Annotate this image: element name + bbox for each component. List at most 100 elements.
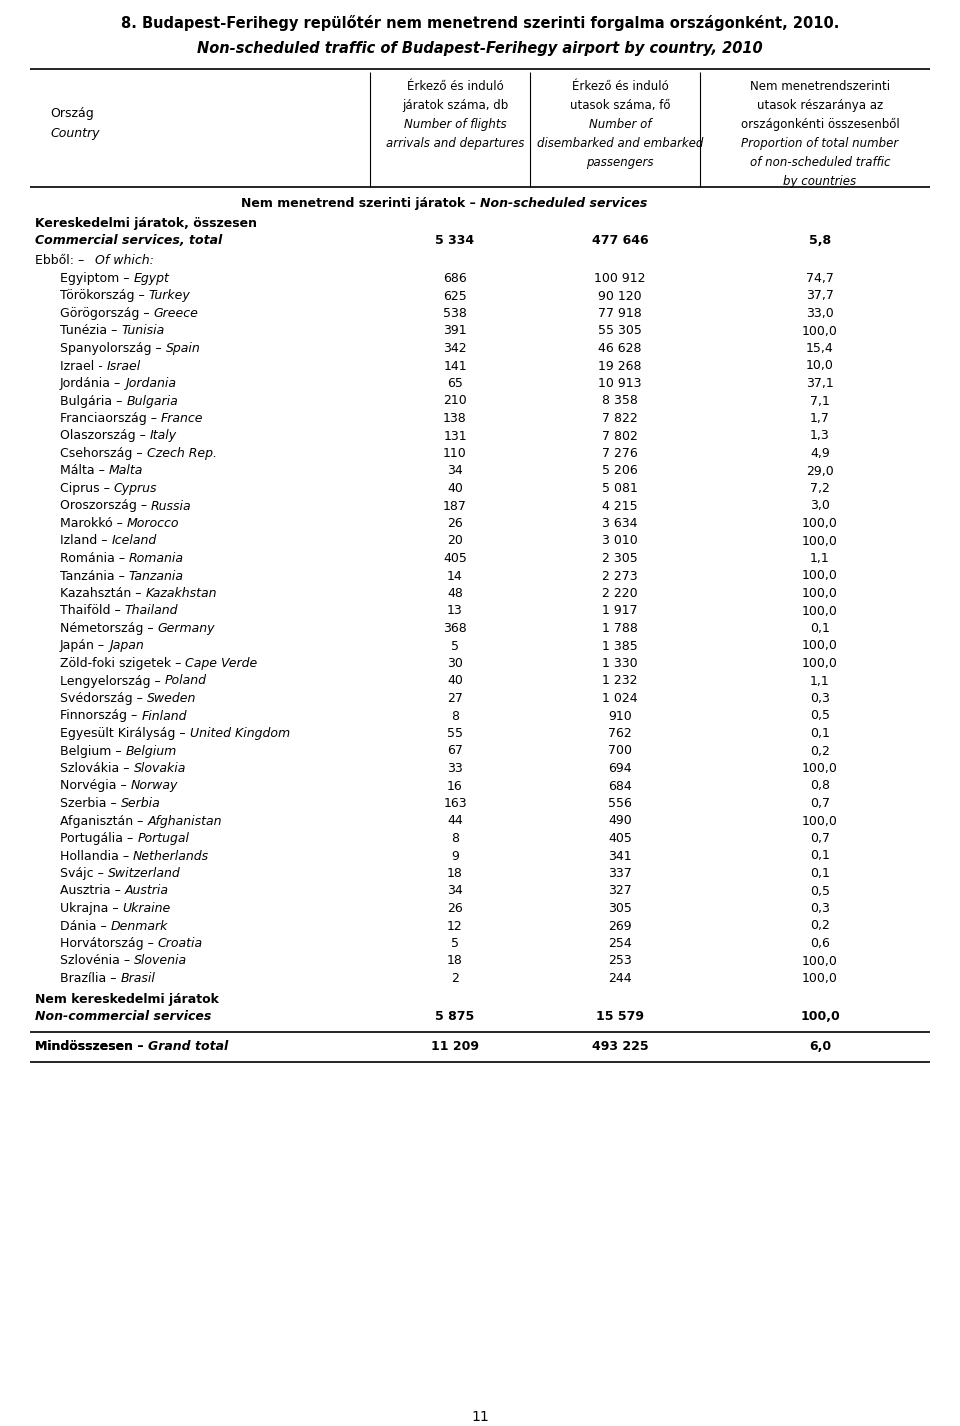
Text: 910: 910 — [608, 710, 632, 723]
Text: 1,1: 1,1 — [810, 552, 829, 565]
Text: France: France — [161, 412, 204, 425]
Text: 26: 26 — [447, 518, 463, 530]
Text: 0,8: 0,8 — [810, 780, 830, 793]
Text: 13: 13 — [447, 605, 463, 617]
Text: 7 802: 7 802 — [602, 429, 638, 442]
Text: 77 918: 77 918 — [598, 307, 642, 319]
Text: Jordania: Jordania — [125, 376, 177, 389]
Text: Törökország –: Törökország – — [60, 289, 149, 302]
Text: Görögország –: Görögország – — [60, 307, 154, 319]
Text: 131: 131 — [444, 429, 467, 442]
Text: Brasil: Brasil — [121, 973, 156, 985]
Text: Cape Verde: Cape Verde — [185, 657, 257, 670]
Text: 46 628: 46 628 — [598, 342, 641, 355]
Text: 493 225: 493 225 — [591, 1040, 648, 1052]
Text: 337: 337 — [608, 867, 632, 880]
Text: 7,2: 7,2 — [810, 482, 830, 495]
Text: Franciaország –: Franciaország – — [60, 412, 161, 425]
Text: disembarked and embarked: disembarked and embarked — [537, 137, 703, 150]
Text: Bulgária –: Bulgária – — [60, 395, 127, 408]
Text: 187: 187 — [444, 499, 467, 512]
Text: 9: 9 — [451, 850, 459, 863]
Text: 100,0: 100,0 — [802, 325, 838, 338]
Text: Netherlands: Netherlands — [133, 850, 209, 863]
Text: 100,0: 100,0 — [802, 569, 838, 582]
Text: 1 788: 1 788 — [602, 622, 638, 635]
Text: Nem menetrendszerinti: Nem menetrendszerinti — [750, 80, 890, 93]
Text: Ország: Ország — [50, 107, 94, 120]
Text: Belgium –: Belgium – — [60, 744, 126, 757]
Text: 686: 686 — [444, 272, 467, 285]
Text: Japán –: Japán – — [60, 639, 109, 653]
Text: Turkey: Turkey — [149, 289, 190, 302]
Text: 19 268: 19 268 — [598, 359, 641, 372]
Text: 5 875: 5 875 — [436, 1010, 474, 1022]
Text: 100,0: 100,0 — [802, 639, 838, 653]
Text: 625: 625 — [444, 289, 467, 302]
Text: Tanzánia –: Tanzánia – — [60, 569, 129, 582]
Text: 100,0: 100,0 — [802, 814, 838, 827]
Text: 3 634: 3 634 — [602, 518, 637, 530]
Text: 29,0: 29,0 — [806, 465, 834, 478]
Text: Hollandia –: Hollandia – — [60, 850, 133, 863]
Text: 34: 34 — [447, 884, 463, 897]
Text: Egyiptom –: Egyiptom – — [60, 272, 133, 285]
Text: 67: 67 — [447, 744, 463, 757]
Text: Romania: Romania — [130, 552, 184, 565]
Text: 254: 254 — [608, 937, 632, 950]
Text: Of which:: Of which: — [95, 254, 154, 267]
Text: 55 305: 55 305 — [598, 325, 642, 338]
Text: Slovenia: Slovenia — [134, 954, 187, 967]
Text: 90 120: 90 120 — [598, 289, 642, 302]
Text: utasok száma, fő: utasok száma, fő — [569, 98, 670, 113]
Text: Czech Rep.: Czech Rep. — [147, 446, 217, 461]
Text: Egyesült Királyság –: Egyesült Királyság – — [60, 727, 190, 740]
Text: 8. Budapest-Ferihegy repülőtér nem menetrend szerinti forgalma országonként, 201: 8. Budapest-Ferihegy repülőtér nem menet… — [121, 16, 839, 31]
Text: 7 276: 7 276 — [602, 446, 637, 461]
Text: 1,7: 1,7 — [810, 412, 830, 425]
Text: 0,1: 0,1 — [810, 850, 830, 863]
Text: 65: 65 — [447, 376, 463, 389]
Text: 0,1: 0,1 — [810, 867, 830, 880]
Text: Bulgaria: Bulgaria — [127, 395, 179, 408]
Text: 6,0: 6,0 — [809, 1040, 831, 1052]
Text: Egypt: Egypt — [133, 272, 169, 285]
Text: Érkező és induló: Érkező és induló — [407, 80, 503, 93]
Text: 100,0: 100,0 — [802, 761, 838, 774]
Text: Non-scheduled services: Non-scheduled services — [480, 197, 647, 210]
Text: 0,6: 0,6 — [810, 937, 830, 950]
Text: 15,4: 15,4 — [806, 342, 834, 355]
Text: Brazília –: Brazília – — [60, 973, 121, 985]
Text: 44: 44 — [447, 814, 463, 827]
Text: Ukrajna –: Ukrajna – — [60, 903, 123, 915]
Text: Izland –: Izland – — [60, 535, 111, 548]
Text: Ebből: –: Ebből: – — [35, 254, 88, 267]
Text: Portugália –: Portugália – — [60, 831, 137, 846]
Text: 269: 269 — [609, 920, 632, 933]
Text: 0,3: 0,3 — [810, 692, 830, 704]
Text: Románia –: Románia – — [60, 552, 130, 565]
Text: 37,1: 37,1 — [806, 376, 834, 389]
Text: 305: 305 — [608, 903, 632, 915]
Text: utasok részaránya az: utasok részaránya az — [756, 98, 883, 113]
Text: Greece: Greece — [154, 307, 199, 319]
Text: Norway: Norway — [131, 780, 179, 793]
Text: Tunisia: Tunisia — [121, 325, 164, 338]
Text: 762: 762 — [608, 727, 632, 740]
Text: 10 913: 10 913 — [598, 376, 641, 389]
Text: 10,0: 10,0 — [806, 359, 834, 372]
Text: Izrael -: Izrael - — [60, 359, 107, 372]
Text: Kazakhstan: Kazakhstan — [146, 588, 217, 600]
Text: 5,8: 5,8 — [809, 234, 831, 247]
Text: 3 010: 3 010 — [602, 535, 637, 548]
Text: 11: 11 — [471, 1410, 489, 1425]
Text: 1 024: 1 024 — [602, 692, 637, 704]
Text: 2 305: 2 305 — [602, 552, 637, 565]
Text: Tunézia –: Tunézia – — [60, 325, 121, 338]
Text: Austria: Austria — [125, 884, 169, 897]
Text: 5: 5 — [451, 639, 459, 653]
Text: Thailand: Thailand — [125, 605, 179, 617]
Text: Portugal: Portugal — [137, 831, 189, 846]
Text: 5: 5 — [451, 937, 459, 950]
Text: Cyprus: Cyprus — [114, 482, 157, 495]
